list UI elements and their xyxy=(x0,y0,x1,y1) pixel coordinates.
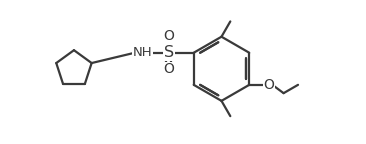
Text: O: O xyxy=(163,62,174,76)
Text: NH: NH xyxy=(132,46,152,59)
Text: O: O xyxy=(264,78,274,92)
Text: O: O xyxy=(163,29,174,43)
Text: S: S xyxy=(164,45,174,60)
